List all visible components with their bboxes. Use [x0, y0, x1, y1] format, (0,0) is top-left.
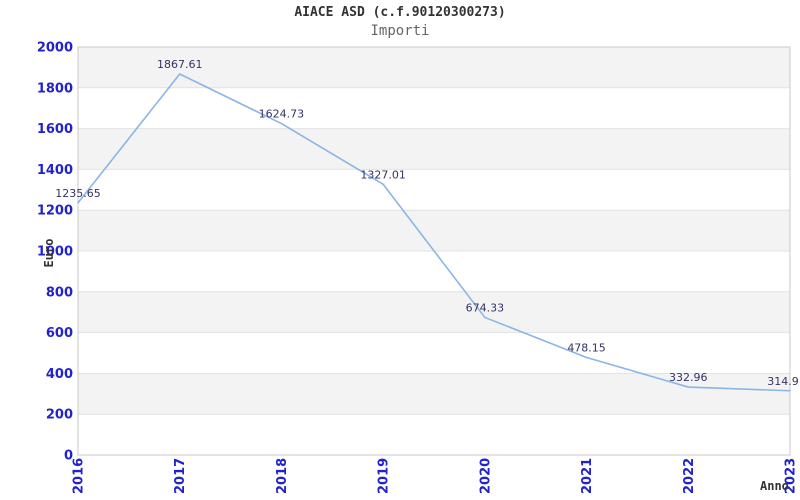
y-tick-label: 1800: [37, 81, 73, 96]
plot-border: [77, 46, 791, 456]
data-point-label: 478.15: [567, 341, 606, 354]
y-tick-label: 0: [64, 449, 73, 464]
background-band: [78, 210, 790, 251]
x-tick-label: 2022: [682, 458, 697, 494]
y-tick-label: 400: [46, 367, 73, 382]
data-point-label: 1235.65: [55, 187, 101, 200]
data-point-label: 314.9: [767, 375, 799, 388]
background-band: [78, 251, 790, 292]
data-point-label: 1624.73: [259, 108, 305, 121]
y-tick-label: 200: [46, 408, 73, 423]
background-band: [78, 373, 790, 415]
x-tick-label: 2020: [478, 458, 493, 494]
y-tick-label: 1000: [37, 245, 73, 260]
y-tick-label: 1400: [37, 163, 73, 178]
x-tick-label: 2019: [377, 458, 392, 494]
background-band: [78, 47, 790, 88]
x-tick-label: 2017: [173, 458, 188, 494]
data-point-label: 1327.01: [360, 168, 406, 181]
background-band: [78, 332, 790, 374]
background-band: [78, 87, 790, 129]
y-tick-label: 600: [46, 326, 73, 341]
line-series-importi: [77, 73, 791, 392]
y-axis-title: Euro: [42, 238, 56, 268]
chart-title: AIACE ASD (c.f.90120300273): [294, 5, 506, 20]
data-point-label: 1867.61: [157, 58, 203, 71]
background-band: [78, 169, 790, 211]
y-tick-label: 2000: [37, 41, 73, 56]
x-tick-label: 2016: [72, 458, 87, 494]
x-tick-label: 2023: [784, 458, 799, 494]
x-tick-label: 2021: [580, 458, 595, 494]
x-axis-title: Anno: [760, 479, 789, 493]
x-tick-label: 2018: [275, 458, 290, 494]
y-tick-label: 1600: [37, 122, 73, 137]
data-point-label: 332.96: [669, 371, 708, 384]
chart-subtitle: Importi: [370, 23, 430, 39]
y-tick-label: 800: [46, 285, 73, 300]
data-point-label: 674.33: [466, 301, 505, 314]
y-tick-label: 1200: [37, 204, 73, 219]
background-band: [78, 128, 790, 170]
background-band: [78, 414, 790, 455]
background-band: [78, 291, 790, 333]
